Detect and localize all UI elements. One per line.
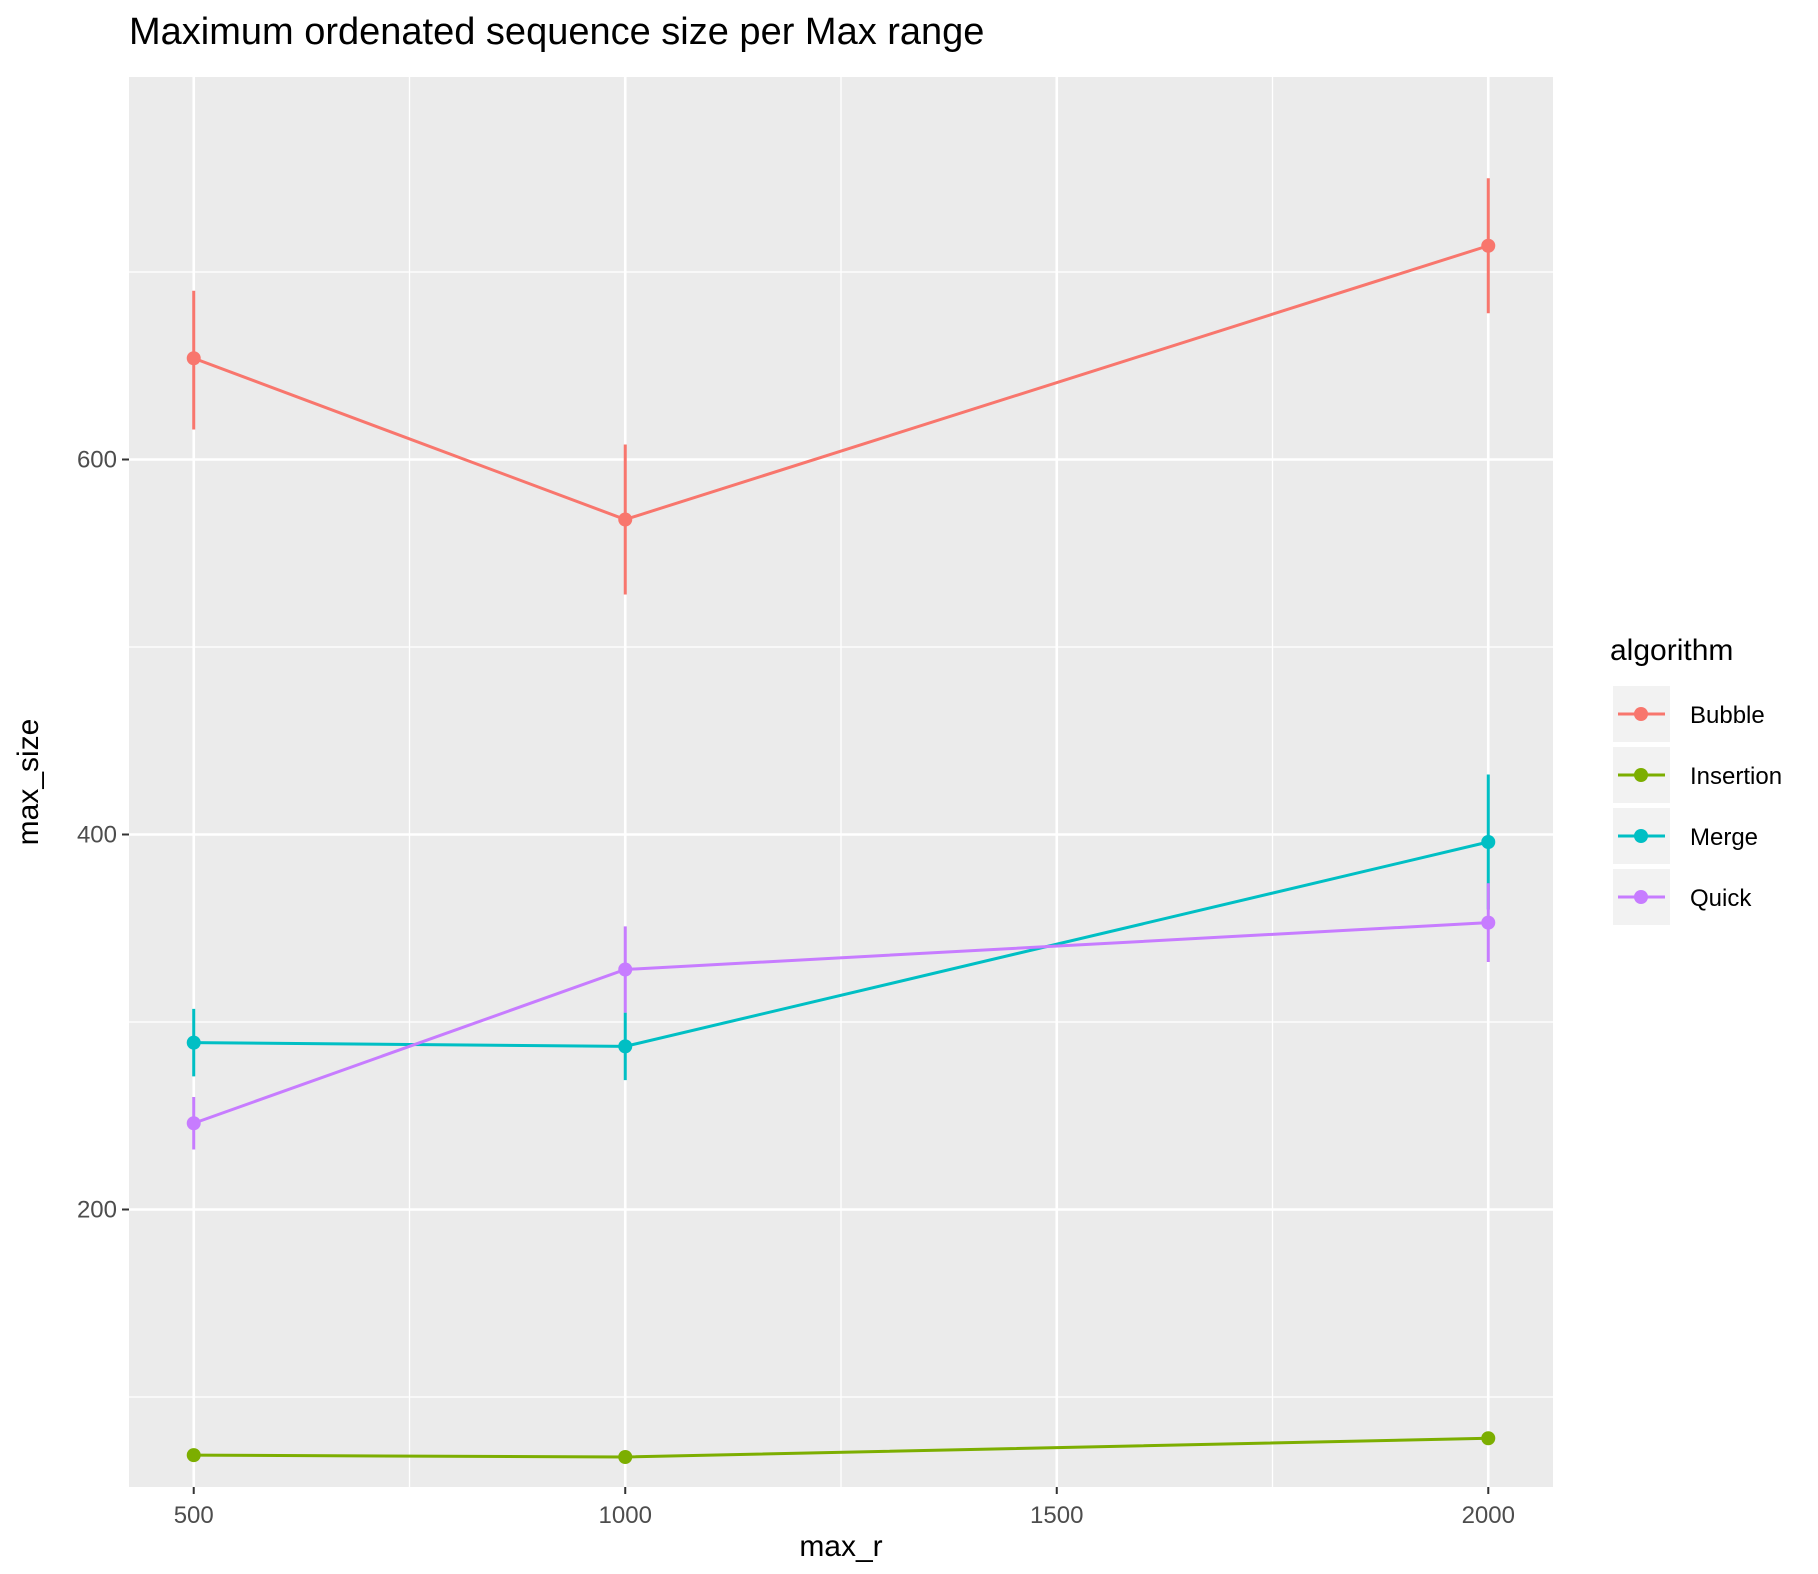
- data-point: [1481, 915, 1496, 930]
- data-point: [186, 1448, 201, 1463]
- data-point: [618, 512, 633, 527]
- x-tick-label: 2000: [1462, 1502, 1515, 1529]
- data-point: [618, 962, 633, 977]
- data-point: [1481, 1431, 1496, 1446]
- legend-item-merge: Merge: [1613, 808, 1758, 864]
- data-series: [186, 178, 1496, 1464]
- data-point: [1481, 238, 1496, 253]
- legend-label: Insertion: [1690, 763, 1782, 790]
- y-tick-label: 200: [77, 1197, 117, 1224]
- x-axis-title: max_r: [799, 1530, 882, 1563]
- legend-key-point: [1634, 768, 1648, 782]
- legend-item-quick: Quick: [1613, 869, 1752, 925]
- data-point: [186, 1035, 201, 1050]
- legend-label: Bubble: [1690, 702, 1765, 729]
- legend: algorithm Bubble Insertion Merge Quick: [1610, 634, 1782, 925]
- series-quick: [186, 883, 1496, 1150]
- legend-key-point: [1634, 829, 1648, 843]
- chart-title: Maximum ordenated sequence size per Max …: [129, 11, 984, 53]
- y-tick-label: 600: [77, 447, 117, 474]
- data-point: [186, 351, 201, 366]
- series-insertion: [186, 1431, 1496, 1464]
- legend-item-bubble: Bubble: [1613, 686, 1765, 742]
- data-point: [186, 1116, 201, 1131]
- legend-label: Quick: [1690, 885, 1752, 912]
- y-axis-title: max_size: [12, 719, 45, 846]
- legend-key-point: [1634, 890, 1648, 904]
- x-tick-label: 500: [174, 1502, 214, 1529]
- x-tick-label: 1500: [1030, 1502, 1083, 1529]
- x-tick-label: 1000: [599, 1502, 652, 1529]
- legend-title: algorithm: [1610, 634, 1733, 667]
- axes: 500 1000 1500 2000 200 400 600: [77, 447, 1515, 1530]
- legend-item-insertion: Insertion: [1613, 747, 1782, 803]
- legend-label: Merge: [1690, 824, 1758, 851]
- series-bubble: [186, 178, 1496, 595]
- data-point: [618, 1039, 633, 1054]
- data-point: [1481, 835, 1496, 849]
- legend-key-point: [1634, 707, 1648, 721]
- data-point: [618, 1450, 633, 1464]
- y-tick-label: 400: [77, 822, 117, 849]
- series-merge: [186, 774, 1496, 1081]
